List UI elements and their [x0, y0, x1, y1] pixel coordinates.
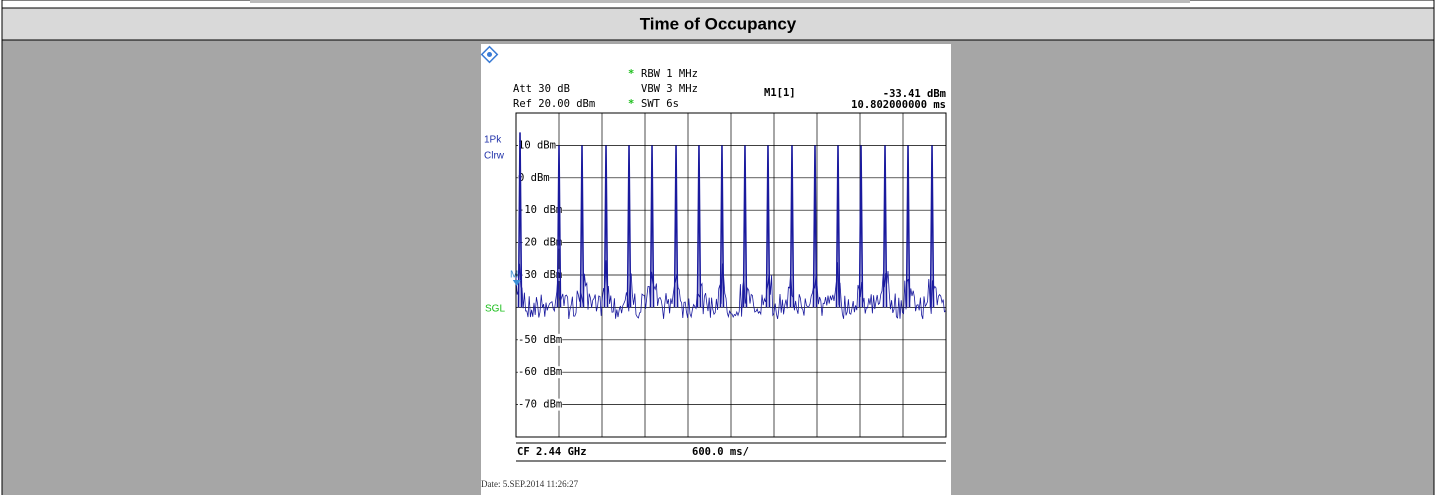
trace-mode: 1Pk [484, 135, 502, 146]
label-bg [518, 269, 563, 281]
center-freq: CF 2.44 GHz [517, 446, 587, 458]
span: 600.0 ms/ [692, 446, 749, 458]
y-tick-label: -50 dBm [518, 334, 562, 346]
marker [512, 280, 521, 287]
peak [719, 145, 725, 308]
y-tick-label: -60 dBm [518, 366, 562, 378]
label-bg [518, 236, 563, 249]
peak [626, 145, 632, 308]
peak [579, 145, 585, 308]
plot: 10 dBm 0 dBm -10 dBm -20 dBm -30 dBm -50 dBm -… [512, 113, 946, 437]
date: Date: 5.SEP.2014 11:26:27 [481, 479, 579, 489]
peak [882, 145, 888, 308]
y-tick-label: -30 dBm [518, 269, 562, 281]
label-bg [518, 398, 563, 411]
y-tick-label: 0 dBm [518, 172, 550, 184]
y-tick-label: -20 dBm [518, 237, 562, 249]
ref: Ref 20.00 dBm [513, 98, 595, 110]
rbw-flag: * [628, 68, 634, 80]
marker-name: M1[1] [764, 87, 796, 99]
peak [673, 145, 679, 308]
label-bg [518, 366, 563, 379]
peak [905, 145, 911, 308]
peak [696, 145, 702, 308]
marker-level: -33.41 dBm [883, 88, 946, 100]
header-title: Time of Occupancy [640, 14, 797, 33]
peak [835, 145, 841, 308]
swt: SWT 6s [641, 98, 679, 110]
noise-floor [515, 260, 946, 320]
marker-time: 10.802000000 ms [851, 99, 946, 111]
prev-row-image [250, 0, 1190, 3]
sgl: SGL [485, 304, 505, 315]
label-bg [518, 139, 556, 152]
label-bg [518, 204, 563, 217]
peak [789, 145, 795, 308]
peak [603, 145, 609, 308]
peak [517, 132, 523, 308]
peak [812, 145, 818, 308]
trace-mode: Clrw [484, 151, 505, 162]
att: Att 30 dB [513, 83, 570, 95]
label-bg [518, 333, 563, 346]
label-bg [518, 171, 550, 184]
peak [765, 145, 771, 308]
y-tick-label: -10 dBm [518, 204, 562, 216]
vbw: VBW 3 MHz [641, 83, 698, 95]
peak [742, 145, 748, 308]
peak [649, 145, 655, 308]
peak [929, 145, 935, 308]
peak [556, 145, 562, 308]
y-tick-label: -70 dBm [518, 399, 562, 411]
y-tick-label: 10 dBm [518, 139, 556, 151]
logo [480, 45, 499, 64]
swt-flag: * [628, 98, 634, 110]
rbw: RBW 1 MHz [641, 68, 698, 80]
peak [858, 145, 864, 308]
